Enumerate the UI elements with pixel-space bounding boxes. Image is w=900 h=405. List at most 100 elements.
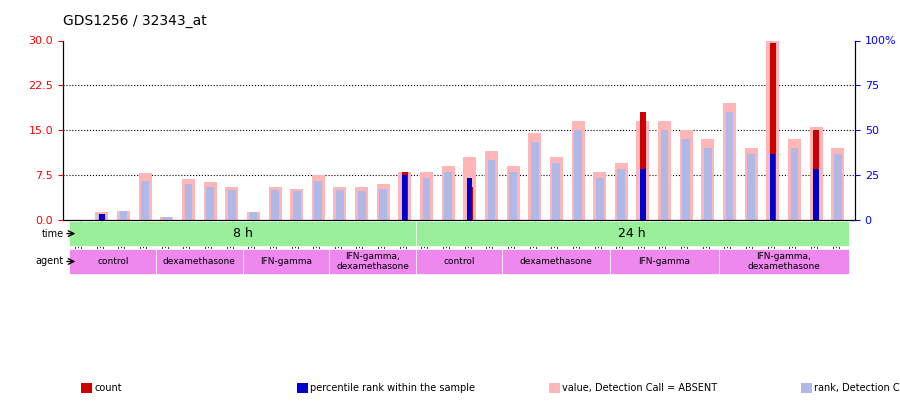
Text: IFN-gamma: IFN-gamma [639, 257, 690, 266]
Bar [770, 43, 776, 220]
Bar [467, 178, 472, 220]
Bar [682, 139, 690, 220]
Bar [528, 133, 541, 220]
Bar [617, 169, 626, 220]
Bar [788, 139, 801, 220]
Bar [271, 190, 279, 220]
Bar [380, 189, 387, 220]
Bar [357, 191, 365, 220]
Bar [139, 173, 152, 220]
Text: dexamethasone: dexamethasone [163, 257, 236, 266]
Text: count: count [94, 383, 122, 393]
Bar [744, 148, 758, 220]
Bar [553, 163, 561, 220]
FancyBboxPatch shape [416, 221, 849, 246]
Bar [810, 127, 823, 220]
Text: percentile rank within the sample: percentile rank within the sample [310, 383, 475, 393]
Bar [572, 121, 584, 220]
Bar [420, 172, 433, 220]
Bar [99, 214, 104, 220]
Bar [832, 148, 844, 220]
FancyBboxPatch shape [719, 249, 849, 274]
Bar [442, 166, 454, 220]
Text: control: control [97, 257, 129, 266]
Bar [464, 157, 476, 220]
Bar [615, 163, 628, 220]
FancyBboxPatch shape [69, 249, 156, 274]
Bar [163, 217, 171, 220]
Text: dexamethasone: dexamethasone [520, 257, 593, 266]
Bar [423, 178, 430, 220]
Text: value, Detection Call = ABSENT: value, Detection Call = ABSENT [562, 383, 717, 393]
Text: rank, Detection Call = ABSENT: rank, Detection Call = ABSENT [814, 383, 900, 393]
Text: IFN-gamma,
dexamethasone: IFN-gamma, dexamethasone [336, 252, 409, 271]
Bar [98, 214, 106, 220]
Bar [117, 211, 130, 220]
Bar [268, 187, 282, 220]
FancyBboxPatch shape [329, 249, 416, 274]
Bar [228, 190, 236, 220]
Bar [182, 179, 195, 220]
Bar [640, 112, 646, 220]
Bar [596, 178, 604, 220]
Bar [120, 211, 128, 220]
Bar [292, 191, 301, 220]
FancyBboxPatch shape [156, 249, 243, 274]
Bar [488, 160, 495, 220]
Bar [833, 154, 842, 220]
Bar [290, 189, 303, 220]
Text: IFN-gamma: IFN-gamma [260, 257, 312, 266]
Text: control: control [444, 257, 475, 266]
Bar [336, 190, 344, 220]
Bar [701, 139, 715, 220]
Bar [661, 130, 669, 220]
FancyBboxPatch shape [502, 249, 610, 274]
Bar [402, 175, 408, 220]
Bar [723, 103, 736, 220]
Bar [356, 187, 368, 220]
Bar [206, 187, 214, 220]
Bar [377, 184, 390, 220]
Bar [225, 187, 238, 220]
Bar [766, 40, 779, 220]
Bar [314, 181, 322, 220]
Bar [658, 121, 671, 220]
Bar [790, 148, 798, 220]
Bar [813, 130, 819, 220]
Bar [160, 217, 174, 220]
Text: GDS1256 / 32343_at: GDS1256 / 32343_at [63, 14, 207, 28]
Text: 24 h: 24 h [618, 227, 646, 240]
Bar [485, 151, 498, 220]
Bar [507, 166, 519, 220]
Text: 8 h: 8 h [233, 227, 253, 240]
FancyBboxPatch shape [69, 221, 416, 246]
Bar [747, 154, 755, 220]
Bar [770, 154, 776, 220]
FancyBboxPatch shape [243, 249, 329, 274]
Text: time: time [42, 228, 64, 239]
Bar [593, 172, 606, 220]
Bar [247, 212, 260, 220]
Bar [680, 130, 693, 220]
FancyBboxPatch shape [416, 249, 502, 274]
Bar [704, 148, 712, 220]
Bar [249, 212, 257, 220]
Bar [445, 172, 452, 220]
Bar [531, 142, 538, 220]
Bar [95, 213, 108, 220]
Text: agent: agent [36, 256, 64, 266]
Bar [725, 112, 734, 220]
Bar [401, 172, 408, 220]
Bar [636, 121, 650, 220]
Bar [550, 157, 562, 220]
Bar [509, 172, 517, 220]
Bar [399, 172, 411, 220]
Text: IFN-gamma,
dexamethasone: IFN-gamma, dexamethasone [747, 252, 820, 271]
Bar [334, 187, 346, 220]
Bar [574, 130, 582, 220]
FancyBboxPatch shape [610, 249, 719, 274]
Bar [141, 181, 149, 220]
Bar [312, 175, 325, 220]
Bar [640, 169, 645, 220]
Bar [203, 182, 217, 220]
